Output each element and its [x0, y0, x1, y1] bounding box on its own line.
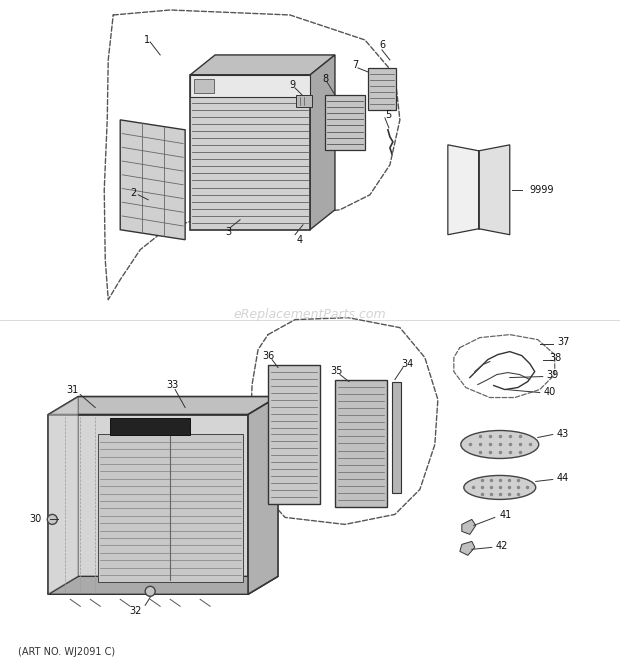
Polygon shape: [448, 145, 479, 235]
Circle shape: [145, 586, 155, 597]
Polygon shape: [48, 576, 278, 594]
Text: 6: 6: [380, 40, 386, 50]
Polygon shape: [48, 397, 78, 594]
Ellipse shape: [464, 475, 536, 500]
Bar: [268, 364, 320, 504]
Bar: [190, 75, 310, 97]
Text: 34: 34: [402, 358, 414, 368]
Text: 37: 37: [558, 337, 570, 347]
Polygon shape: [462, 519, 476, 535]
Text: 42: 42: [496, 541, 508, 551]
Text: 2: 2: [130, 188, 136, 198]
Text: 38: 38: [550, 352, 562, 362]
Bar: [296, 95, 312, 107]
Text: 1: 1: [144, 35, 150, 45]
Polygon shape: [248, 397, 278, 594]
Text: 7: 7: [352, 60, 358, 70]
Text: 36: 36: [262, 350, 274, 360]
Polygon shape: [48, 397, 278, 414]
Polygon shape: [120, 120, 185, 240]
Polygon shape: [479, 145, 510, 235]
Text: 40: 40: [544, 387, 556, 397]
Text: 39: 39: [547, 370, 559, 379]
Text: 8: 8: [322, 74, 328, 84]
Text: 33: 33: [166, 379, 179, 389]
Text: 3: 3: [225, 227, 231, 237]
Circle shape: [47, 514, 57, 525]
Text: (ART NO. WJ2091 C): (ART NO. WJ2091 C): [19, 647, 115, 657]
Text: 9: 9: [289, 80, 295, 90]
Text: 31: 31: [66, 385, 78, 395]
Polygon shape: [190, 75, 310, 230]
Text: 5: 5: [385, 110, 391, 120]
Bar: [335, 379, 387, 508]
Polygon shape: [460, 541, 475, 555]
Text: 35: 35: [331, 366, 343, 376]
Text: 43: 43: [557, 428, 569, 438]
Bar: [98, 434, 243, 582]
Polygon shape: [48, 414, 248, 594]
Polygon shape: [190, 55, 335, 75]
Bar: [325, 95, 365, 150]
Text: 4: 4: [297, 235, 303, 245]
Bar: [392, 381, 401, 494]
Text: eReplacementParts.com: eReplacementParts.com: [234, 308, 386, 321]
Bar: [194, 79, 214, 93]
Text: 30: 30: [29, 514, 42, 525]
Bar: [368, 68, 396, 110]
Text: 32: 32: [129, 607, 141, 616]
Polygon shape: [310, 55, 335, 230]
Text: 9999: 9999: [529, 185, 554, 195]
Text: 41: 41: [500, 510, 512, 520]
Bar: [110, 418, 190, 436]
Ellipse shape: [461, 430, 539, 459]
Text: 44: 44: [557, 473, 569, 483]
